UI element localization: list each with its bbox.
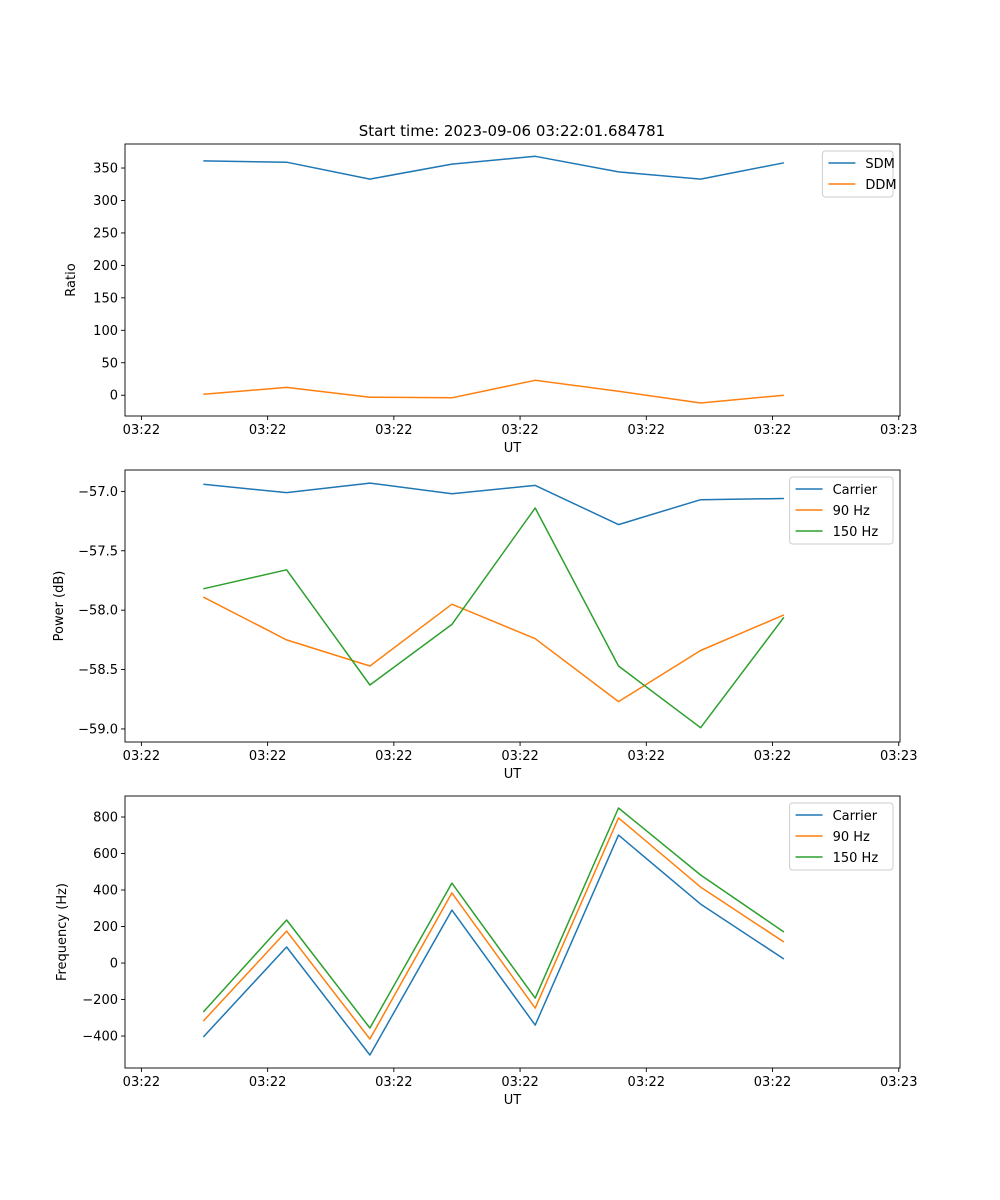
series-line-ddm (203, 379, 784, 404)
y-tick-label: 150 (93, 291, 118, 306)
legend-label: 90 Hz (833, 830, 870, 845)
x-tick-label: 03:22 (375, 749, 412, 764)
y-tick-label: 0 (110, 389, 118, 404)
series-line-carrier (202, 834, 785, 1056)
subplot-3: 03:22 03:22 03:22 03:22 03:22 03:22 03:23 −400 −… (55, 795, 917, 1108)
subplot-2: 03:22 03:22 03:22 03:22 03:22 03:22 03:23 −59.0… (52, 469, 917, 782)
axes-frame (124, 795, 901, 1069)
x-tick-label: 03:22 (628, 1075, 665, 1090)
x-tick-label: 03:22 (123, 1075, 160, 1090)
x-tick-label: 03:22 (501, 749, 538, 764)
x-tick-label: 03:22 (754, 423, 791, 438)
y-tick-label: −58.0 (78, 604, 118, 619)
y-tick-label: 0 (110, 957, 118, 972)
y-tick-label: 100 (93, 324, 118, 339)
x-tick-label: 03:22 (249, 749, 286, 764)
y-tick-label: −57.5 (78, 544, 118, 559)
legend-label: DDM (865, 178, 896, 193)
x-tick-label: 03:23 (880, 1075, 917, 1090)
legend: SDM DDM (821, 150, 897, 198)
y-axis-label: Ratio (64, 263, 79, 296)
x-tick-label: 03:22 (628, 749, 665, 764)
y-tick-label: −200 (82, 993, 118, 1008)
x-tick-label: 03:23 (880, 749, 917, 764)
legend: Carrier 90 Hz 150 Hz (789, 476, 894, 545)
y-axis-label: Power (dB) (52, 571, 67, 642)
y-tick-label: 200 (93, 259, 118, 274)
x-tick-label: 03:22 (375, 1075, 412, 1090)
x-tick-label: 03:22 (501, 423, 538, 438)
x-tick-label: 03:22 (123, 749, 160, 764)
y-tick-label: 200 (93, 920, 118, 935)
y-tick-label: −400 (82, 1030, 118, 1045)
legend-label: 150 Hz (833, 851, 879, 866)
x-tick-label: 03:22 (628, 423, 665, 438)
y-tick-label: 300 (93, 194, 118, 209)
series-line-carrier (203, 482, 784, 526)
y-tick-label: 800 (93, 810, 118, 825)
series-line-sdm (203, 155, 785, 180)
y-tick-label: 250 (93, 226, 118, 241)
y-tick-label: −58.5 (78, 663, 118, 678)
x-tick-label: 03:22 (754, 749, 791, 764)
y-tick-label: −57.0 (78, 485, 118, 500)
x-tick-label: 03:23 (880, 423, 917, 438)
x-tick-label: 03:22 (754, 1075, 791, 1090)
x-axis-label: UT (504, 441, 522, 456)
legend-label: 150 Hz (833, 525, 879, 540)
legend-label: 90 Hz (833, 504, 870, 519)
x-axis-label: UT (504, 767, 522, 782)
y-axis-label: Frequency (Hz) (55, 883, 70, 981)
legend-label: Carrier (833, 483, 878, 498)
series-line-150-hz (203, 507, 785, 729)
axes-frame (124, 143, 901, 417)
x-axis-label: UT (504, 1093, 522, 1108)
legend-box (789, 476, 894, 545)
subplot-1: 03:22 03:22 03:22 03:22 03:22 03:22 03:23 0 50 10… (64, 143, 917, 456)
legend: Carrier 90 Hz 150 Hz (789, 802, 894, 871)
y-tick-label: 350 (93, 162, 118, 177)
x-tick-label: 03:22 (123, 423, 160, 438)
x-tick-label: 03:22 (375, 423, 412, 438)
figure-title: Start time: 2023-09-06 03:22:01.684781 (359, 122, 665, 140)
x-tick-label: 03:22 (249, 423, 286, 438)
y-tick-label: 400 (93, 884, 118, 899)
series-line-90-hz (202, 817, 785, 1040)
series-line-150-hz (202, 807, 785, 1029)
y-tick-label: 50 (101, 356, 118, 371)
y-tick-label: −59.0 (78, 722, 118, 737)
x-tick-label: 03:22 (249, 1075, 286, 1090)
series-line-90-hz (202, 596, 785, 703)
axes-frame (124, 469, 901, 743)
legend-label: SDM (865, 157, 894, 172)
x-tick-label: 03:22 (501, 1075, 538, 1090)
legend-box (789, 802, 894, 871)
legend-label: Carrier (833, 809, 878, 824)
y-tick-label: 600 (93, 847, 118, 862)
